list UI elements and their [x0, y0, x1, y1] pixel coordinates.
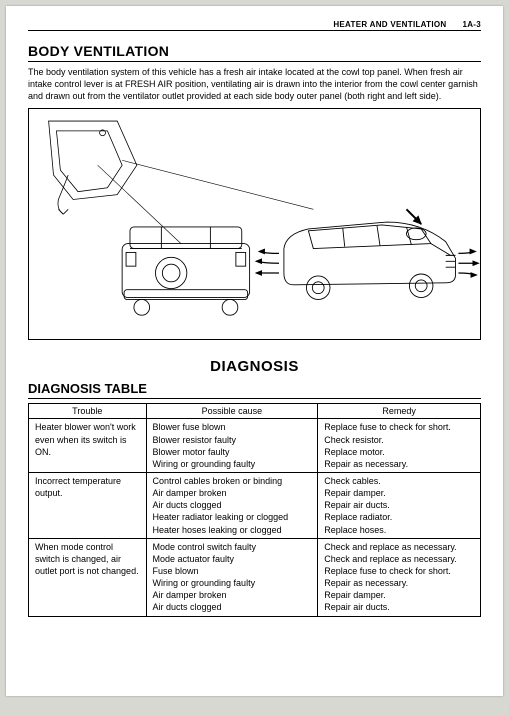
page: HEATER AND VENTILATION 1A-3 BODY VENTILA… — [6, 6, 503, 696]
header-page-ref: 1A-3 — [462, 20, 481, 29]
page-header: HEATER AND VENTILATION 1A-3 — [28, 20, 481, 31]
cell-remedy: Check and replace as necessary.Check and… — [318, 538, 481, 616]
table-row: Heater blower won't work even when its s… — [29, 419, 481, 473]
body-ventilation-heading: BODY VENTILATION — [28, 43, 481, 62]
cell-cause: Blower fuse blownBlower resistor faultyB… — [146, 419, 318, 473]
header-section-title: HEATER AND VENTILATION — [333, 20, 446, 29]
col-header-cause: Possible cause — [146, 404, 318, 419]
table-row: Incorrect temperature output.Control cab… — [29, 472, 481, 538]
vehicle-airflow-illustration — [29, 109, 480, 339]
diagnosis-table-heading: DIAGNOSIS TABLE — [28, 381, 481, 399]
diagnosis-table: Trouble Possible cause Remedy Heater blo… — [28, 403, 481, 616]
diagnosis-table-body: Heater blower won't work even when its s… — [29, 419, 481, 616]
cell-trouble: Heater blower won't work even when its s… — [29, 419, 147, 473]
table-row: When mode control switch is changed, air… — [29, 538, 481, 616]
cell-remedy: Replace fuse to check for short.Check re… — [318, 419, 481, 473]
cell-remedy: Check cables.Repair damper.Repair air du… — [318, 472, 481, 538]
body-ventilation-paragraph: The body ventilation system of this vehi… — [28, 66, 481, 102]
ventilation-figure — [28, 108, 481, 340]
cell-cause: Mode control switch faultyMode actuator … — [146, 538, 318, 616]
cell-cause: Control cables broken or bindingAir damp… — [146, 472, 318, 538]
diagnosis-heading: DIAGNOSIS — [28, 358, 481, 375]
table-header-row: Trouble Possible cause Remedy — [29, 404, 481, 419]
col-header-remedy: Remedy — [318, 404, 481, 419]
cell-trouble: Incorrect temperature output. — [29, 472, 147, 538]
cell-trouble: When mode control switch is changed, air… — [29, 538, 147, 616]
col-header-trouble: Trouble — [29, 404, 147, 419]
